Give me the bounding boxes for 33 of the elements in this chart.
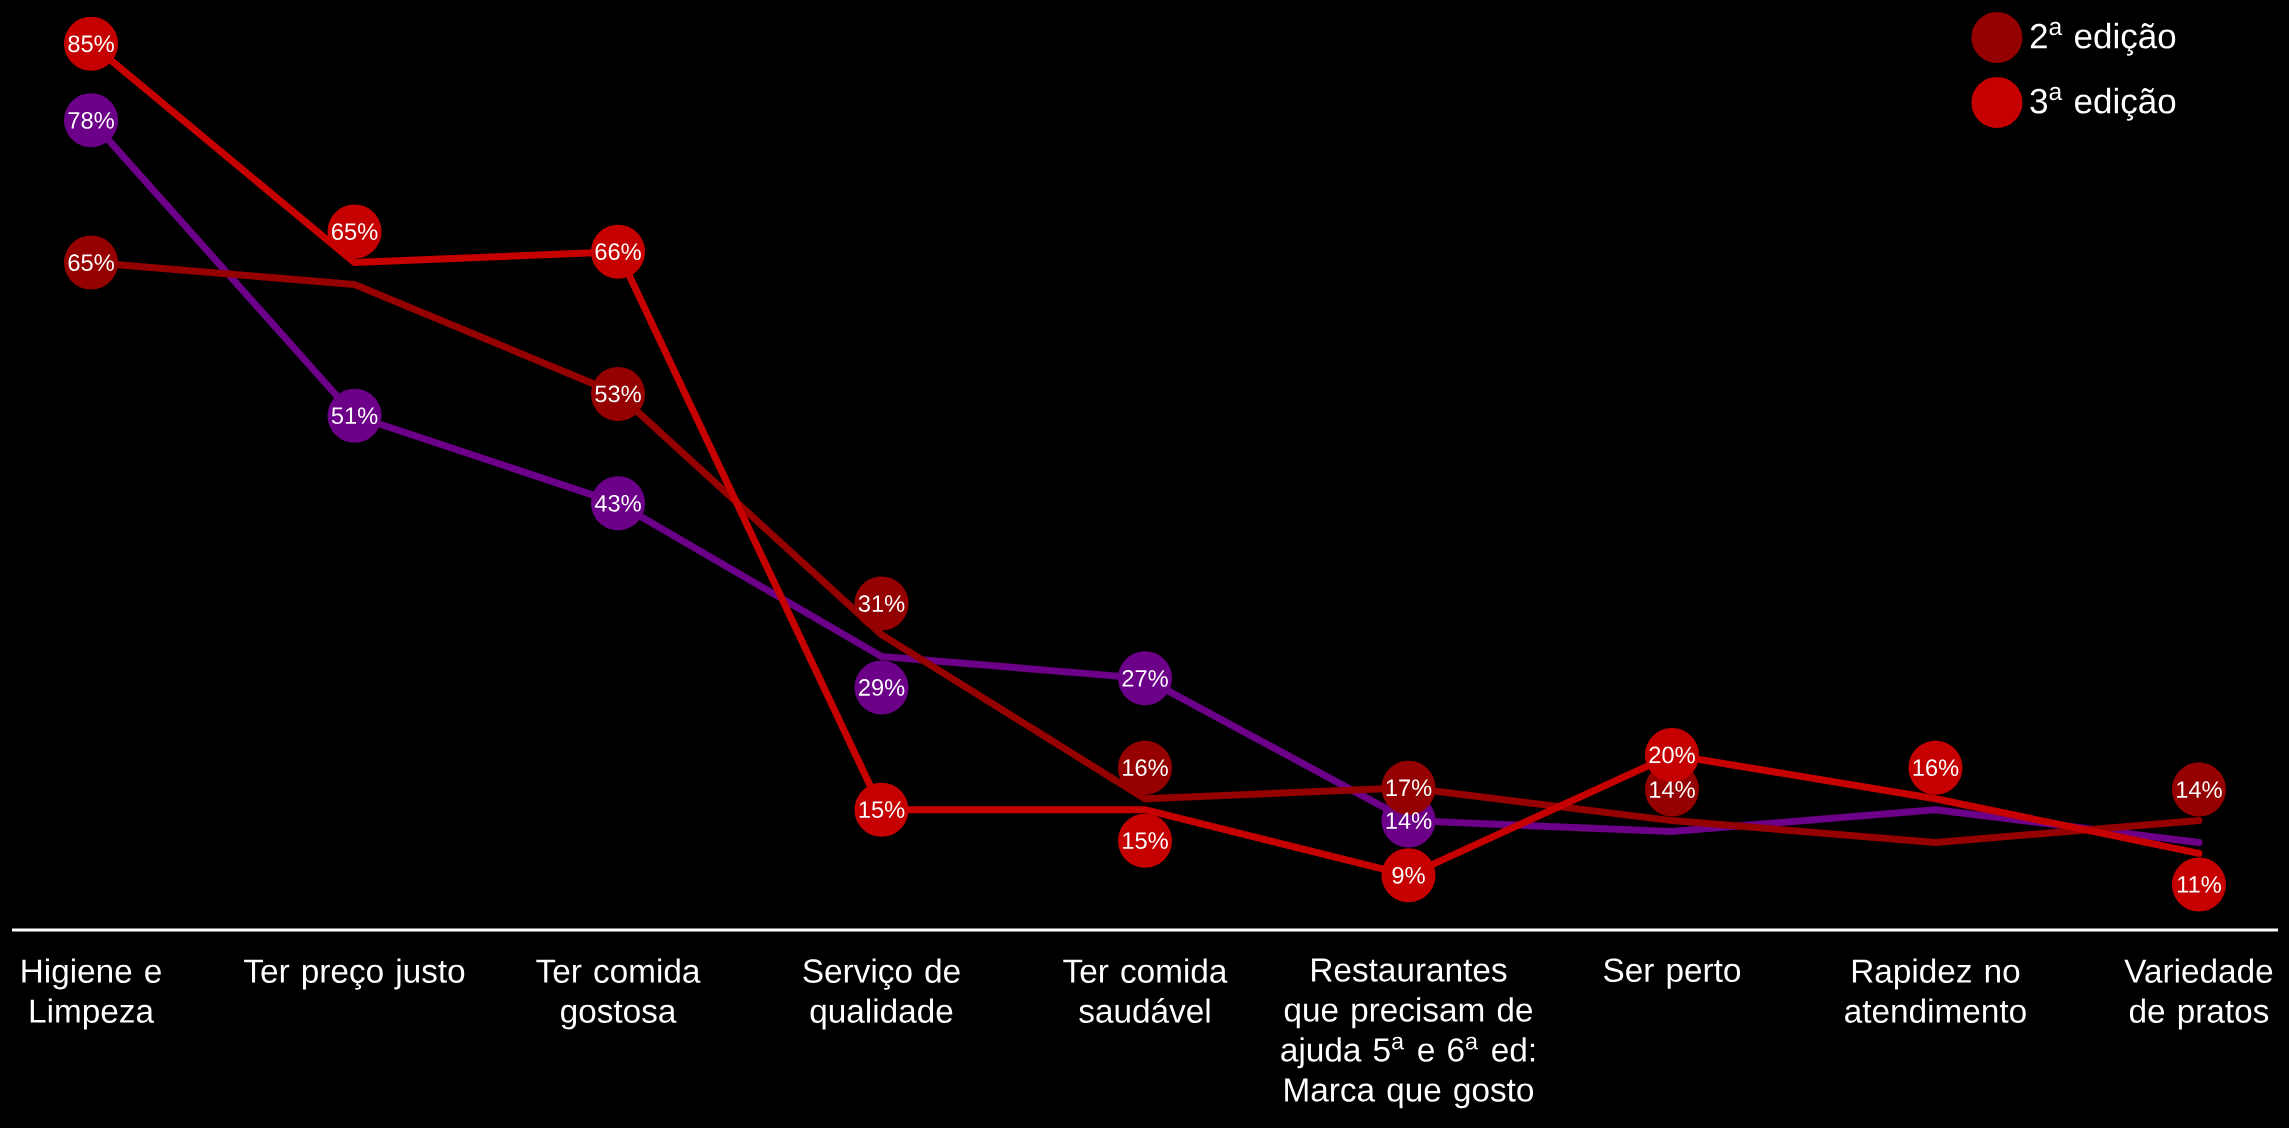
data-label: 51% xyxy=(331,407,378,425)
data-label: 15% xyxy=(1123,832,1168,849)
data-label: 27% xyxy=(1122,670,1168,687)
data-label: 65% xyxy=(68,254,114,271)
data-label: 14% xyxy=(1386,812,1432,829)
data-label: 78% xyxy=(68,111,114,129)
data-label: 20% xyxy=(1649,746,1695,764)
data-label: 14% xyxy=(1650,781,1695,798)
x-tick-label: Ser perto xyxy=(1604,958,1741,989)
data-label: 9% xyxy=(1392,866,1425,884)
data-label: 16% xyxy=(1913,759,1959,777)
x-tick-label: Ter comida gostosa xyxy=(536,958,701,1030)
x-tick-label: Ter comida saudável xyxy=(1063,958,1228,1023)
data-label: 17% xyxy=(1386,779,1432,797)
data-label: 16% xyxy=(1123,759,1168,777)
data-label: 14% xyxy=(2177,781,2222,798)
x-tick-label: Restaurantes que precisam de ajuda 5$^{a}$ e 6$^{a}$ ed: Marca que gosto xyxy=(1281,958,1535,1109)
x-tick-label: Serviço de qualidade xyxy=(803,958,960,1030)
x-tick-label: Higiene e Limpeza xyxy=(22,958,161,1030)
data-label: 66% xyxy=(595,243,641,261)
data-label: 85% xyxy=(68,35,114,53)
data-label: 31% xyxy=(858,595,905,612)
data-label: 29% xyxy=(859,679,905,696)
data-label: 43% xyxy=(594,494,641,512)
data-label: 53% xyxy=(595,385,641,403)
x-tick-label: Rapidez no atendimento xyxy=(1845,958,2026,1023)
data-label: 11% xyxy=(2177,876,2221,893)
x-tick-label: Variedade de pratos xyxy=(2124,958,2273,1030)
data-label: 65% xyxy=(332,223,378,240)
legend-label: 3$^{a}$ edição xyxy=(2030,86,2176,121)
data-label: 15% xyxy=(859,801,905,818)
legend-label: 2$^{a}$ edição xyxy=(2030,21,2176,56)
x-tick-label: Ter preço justo xyxy=(244,958,465,990)
